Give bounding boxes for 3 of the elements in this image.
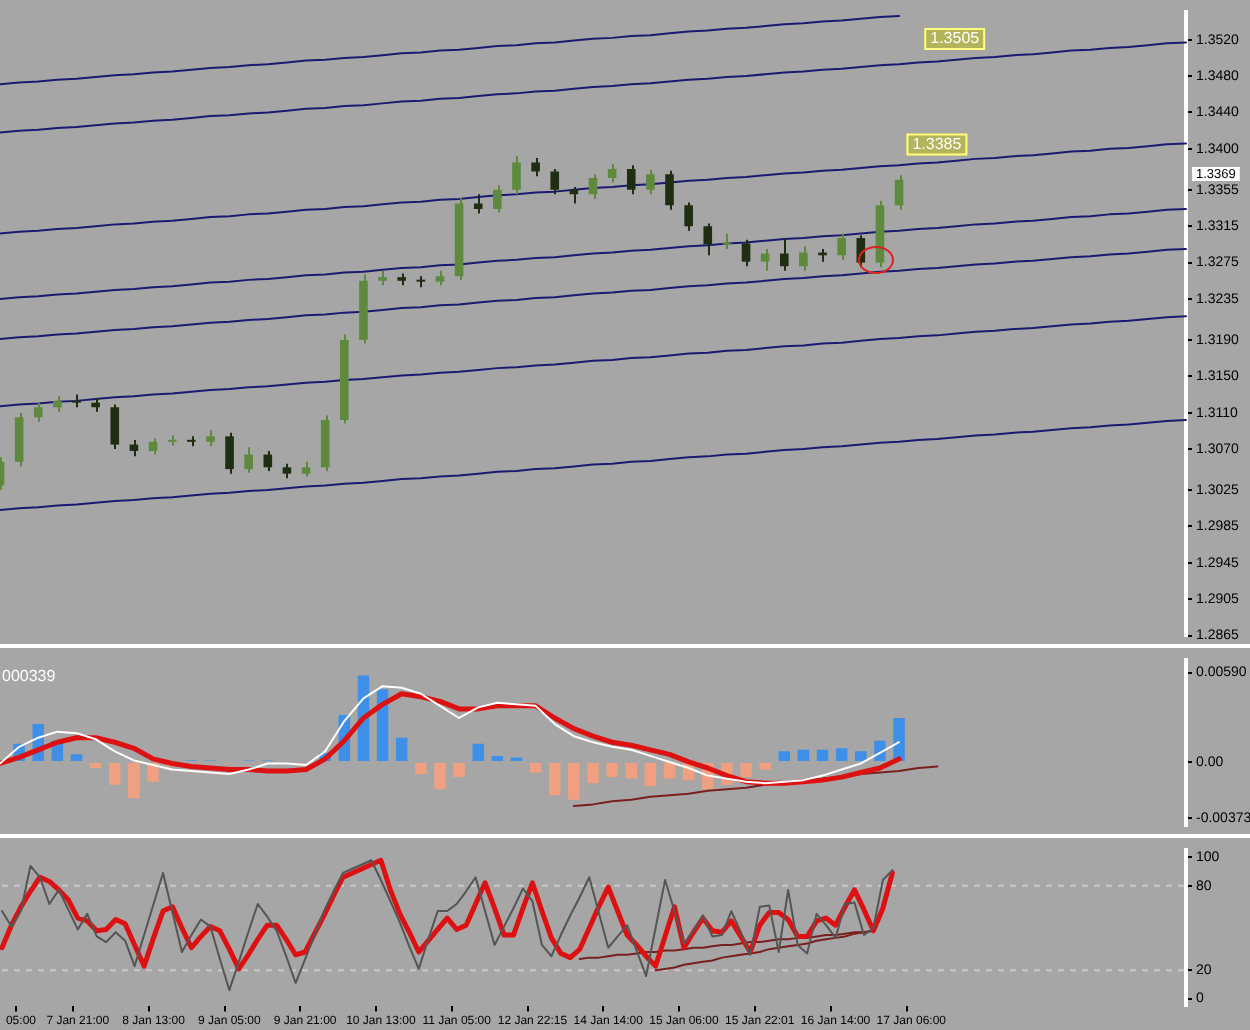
annotation: 1.3505: [930, 29, 981, 48]
annotation: 000339: [2, 666, 57, 685]
annotation: 1.3385: [912, 134, 963, 153]
